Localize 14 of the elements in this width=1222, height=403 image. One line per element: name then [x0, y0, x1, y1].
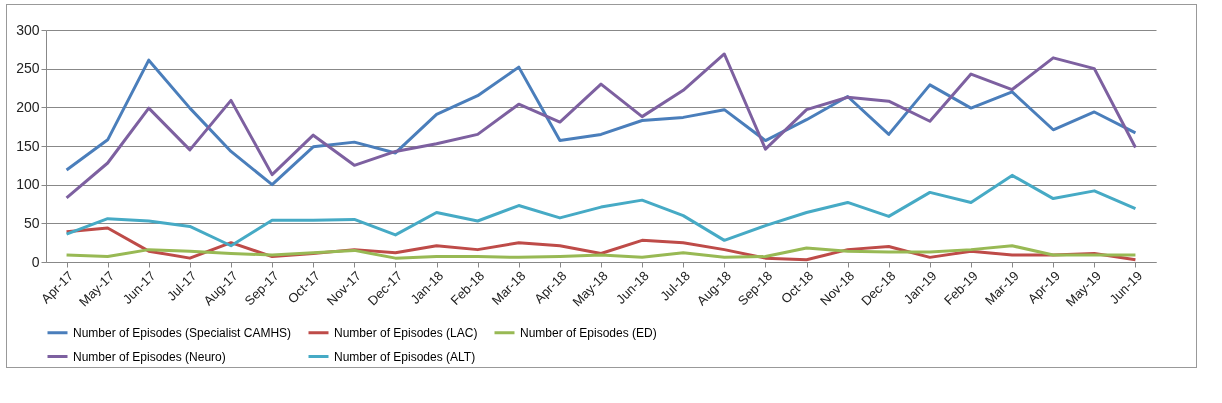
legend-label: Number of Episodes (Specialist CAMHS) [73, 325, 292, 340]
y-tick-label: 200 [16, 98, 40, 115]
legend-label: Number of Episodes (LAC) [334, 325, 478, 340]
y-tick-label: 300 [16, 21, 40, 38]
line-series [65, 244, 1137, 260]
legend-label: Number of Episodes (Neuro) [73, 349, 226, 364]
y-tick-label: 250 [16, 60, 40, 77]
legend-label: Number of Episodes (ALT) [334, 349, 476, 364]
y-tick-label: 0 [31, 253, 40, 270]
line-series [65, 173, 1137, 248]
y-tick-label: 100 [16, 176, 40, 193]
y-tick-label: 150 [16, 137, 40, 154]
legend-label: Number of Episodes (ED) [520, 325, 657, 340]
y-tick-label: 50 [23, 214, 40, 231]
